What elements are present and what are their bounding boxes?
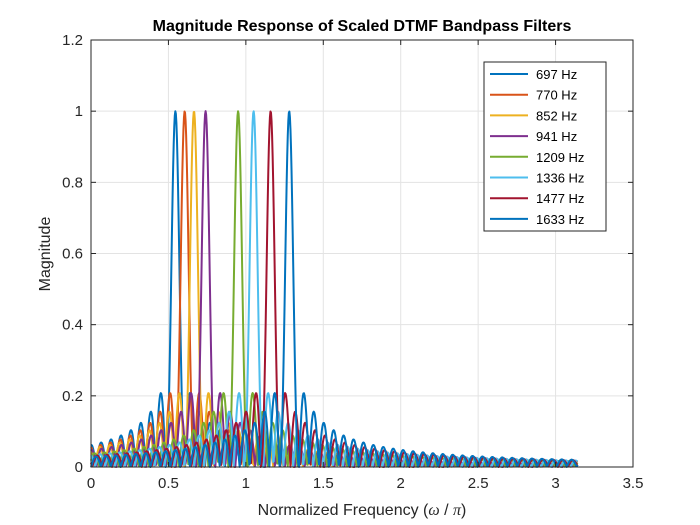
legend-entry: 697 Hz: [536, 67, 577, 82]
x-tick-label: 1: [242, 475, 250, 492]
y-tick-label: 0.2: [62, 388, 83, 405]
x-axis-label: Normalized Frequency (ω / π): [258, 502, 467, 519]
chart-title: Magnitude Response of Scaled DTMF Bandpa…: [153, 18, 572, 35]
curves: [90, 110, 579, 468]
y-tick-label: 1: [75, 103, 83, 120]
x-tick-label: 0.5: [158, 475, 179, 492]
y-tick-label: 0.8: [62, 174, 83, 191]
series-line-7: [90, 110, 579, 468]
series-line-5: [90, 110, 579, 468]
x-tick-label: 1.5: [313, 475, 334, 492]
x-tick-label: 2.5: [468, 475, 489, 492]
legend: 697 Hz 770 Hz 852 Hz 941 Hz 1209 Hz 1336 Hz 14…: [483, 61, 607, 232]
ticks: 0 0.5 1 1.5 2 2.5 3 3.5 0 0.2 0.4 0.6 0.8 1 1.2: [62, 32, 643, 492]
y-tick-label: 0: [75, 459, 83, 476]
x-tick-label: 0: [87, 475, 95, 492]
legend-entry: 1336 Hz: [536, 171, 584, 186]
legend-entry: 770 Hz: [536, 88, 577, 103]
y-tick-label: 1.2: [62, 32, 83, 49]
x-tick-label: 2: [397, 475, 405, 492]
x-tick-label: 3.5: [623, 475, 644, 492]
y-axis-label: Magnitude: [37, 217, 54, 292]
legend-box: [483, 61, 607, 232]
x-tick-label: 3: [551, 475, 559, 492]
y-tick-label: 0.6: [62, 246, 83, 263]
legend-entry: 941 Hz: [536, 129, 577, 144]
legend-entry: 852 Hz: [536, 108, 577, 123]
legend-entry: 1209 Hz: [536, 150, 584, 165]
legend-entry: 1477 Hz: [536, 191, 584, 206]
y-tick-label: 0.4: [62, 317, 83, 334]
legend-entry: 1633 Hz: [536, 212, 584, 227]
